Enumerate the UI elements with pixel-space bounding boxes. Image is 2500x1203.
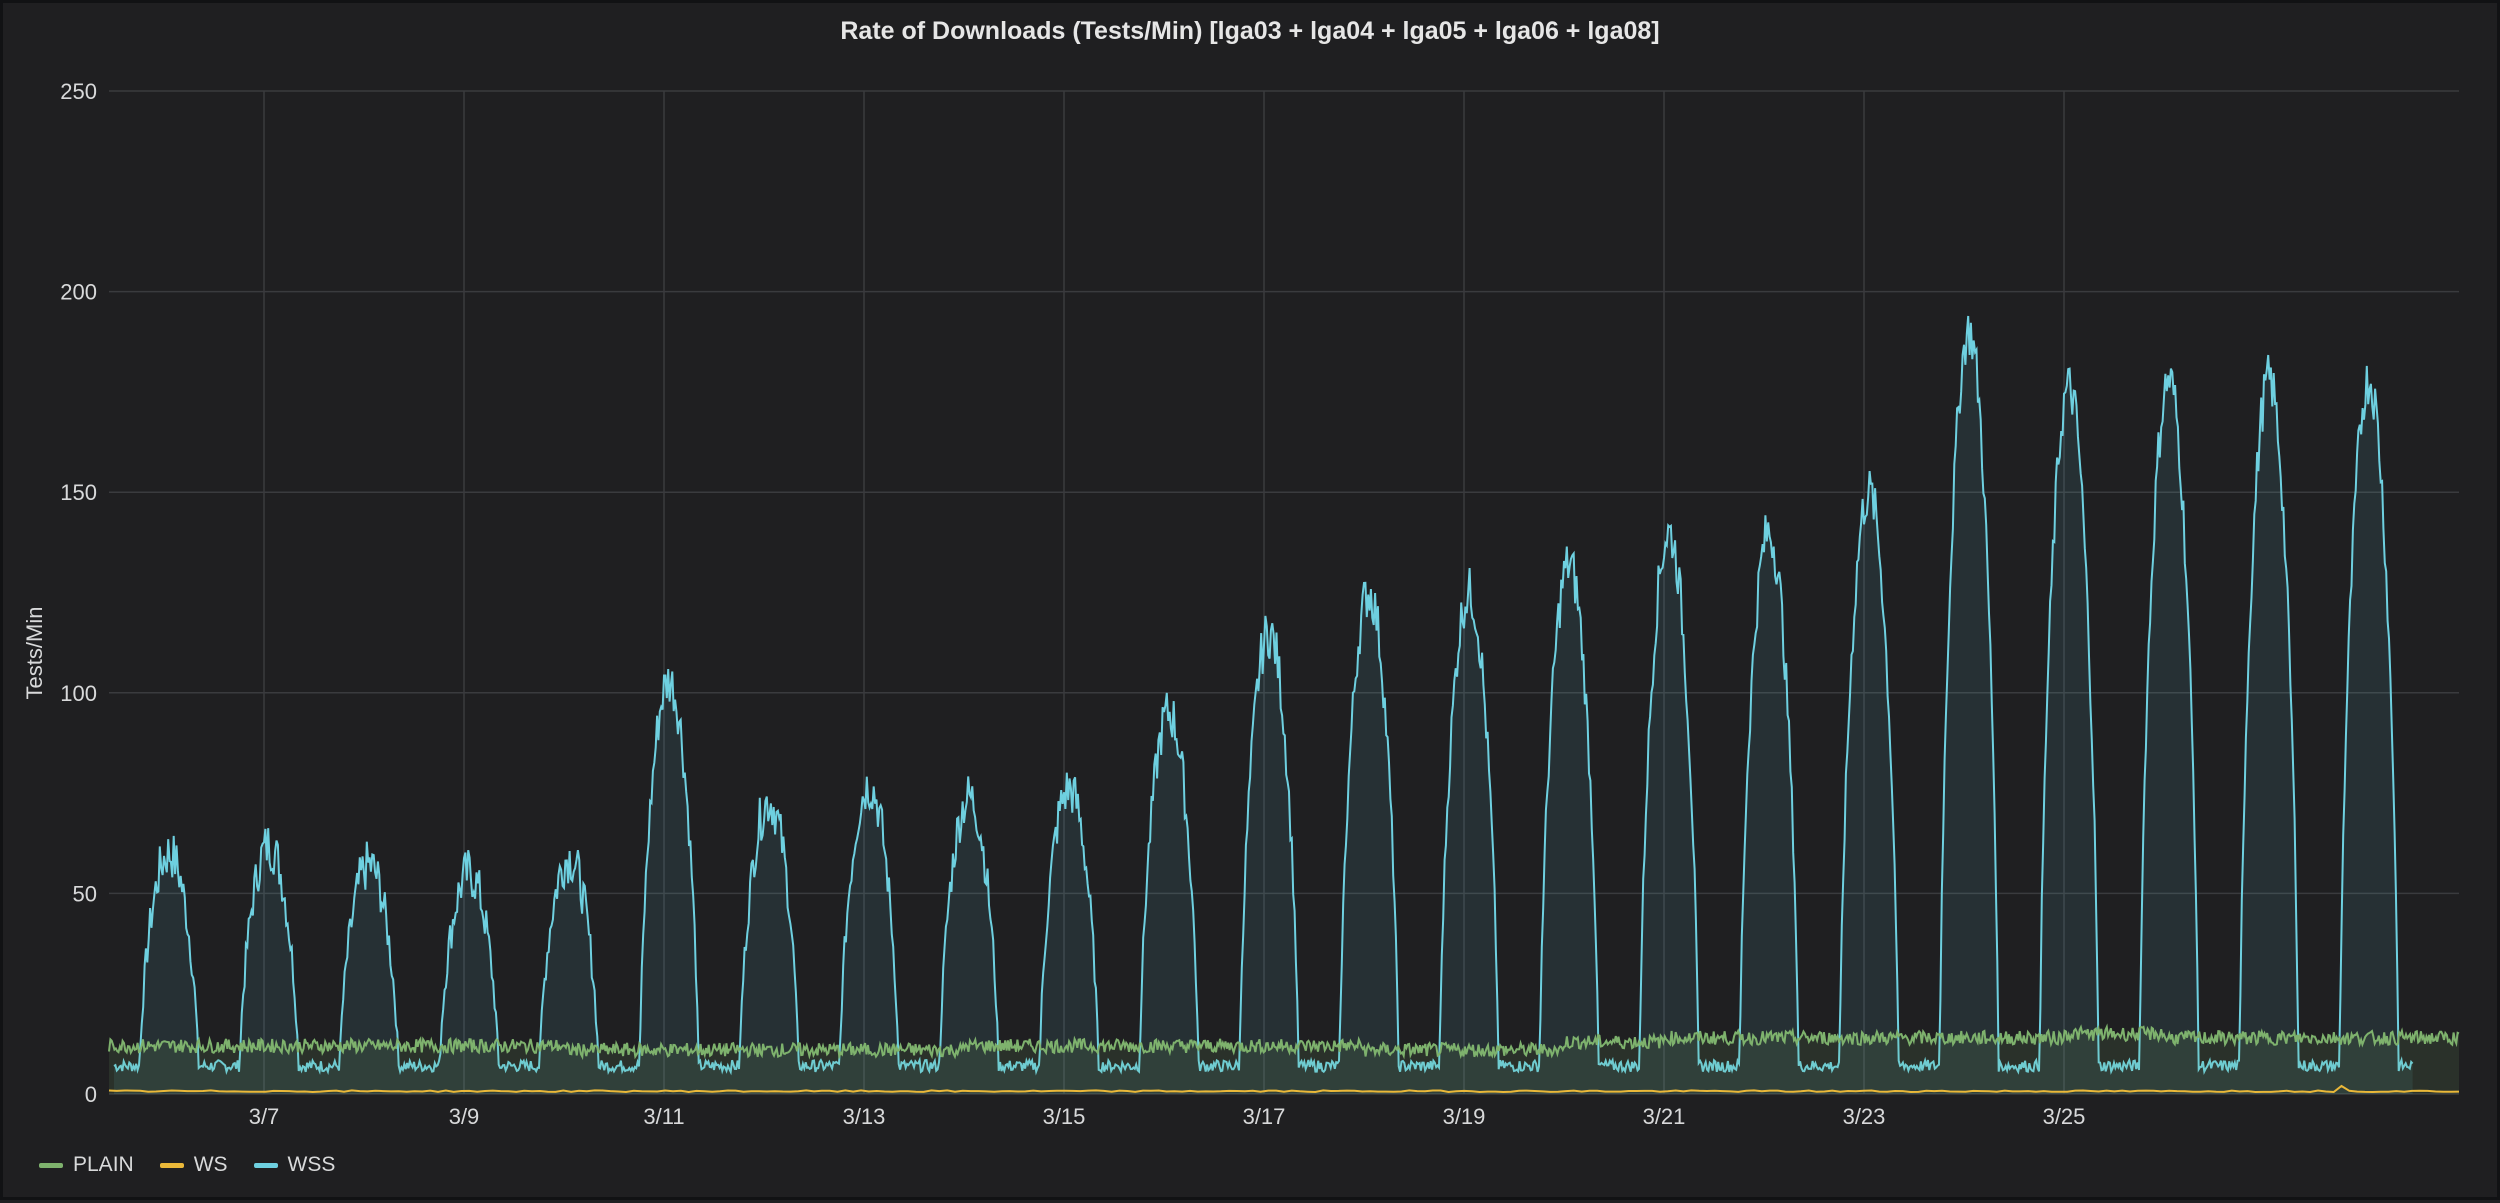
x-tick-label: 3/11	[643, 1104, 684, 1129]
legend-item-plain[interactable]: PLAIN	[39, 1153, 134, 1177]
legend-swatch	[39, 1162, 63, 1168]
chart-title: Rate of Downloads (Tests/Min) [lga03 + l…	[840, 17, 1660, 45]
series-wss-line	[113, 315, 2414, 1076]
x-tick-label: 3/19	[1443, 1104, 1486, 1129]
series-wss-area	[114, 316, 2413, 1094]
legend-item-ws[interactable]: WS	[159, 1153, 228, 1177]
x-tick-label: 3/25	[2043, 1104, 2086, 1129]
series-ws-line	[108, 1084, 2460, 1094]
x-tick-label: 3/13	[843, 1104, 886, 1129]
legend-label: PLAIN	[73, 1153, 134, 1176]
legend-item-wss[interactable]: WSS	[253, 1153, 336, 1177]
x-tick-label: 3/17	[1243, 1104, 1286, 1129]
y-tick-label: 250	[60, 79, 97, 104]
legend: PLAIN WS WSS	[39, 1153, 335, 1177]
series-plain-line	[108, 1023, 2460, 1061]
x-tick-label: 3/23	[1843, 1104, 1886, 1129]
y-tick-label: 200	[60, 280, 97, 305]
y-tick-label: 100	[60, 681, 97, 706]
y-tick-label: 50	[73, 881, 97, 906]
x-tick-label: 3/21	[1643, 1104, 1686, 1129]
x-tick-label: 3/7	[249, 1104, 280, 1129]
chart-plot[interactable]: 0 50 100 150 200 250 3/7 3/9 3/11 3/13 3/15 3/17 3/1…	[3, 3, 2500, 1203]
legend-swatch	[159, 1162, 184, 1168]
y-tick-label: 150	[60, 480, 97, 505]
y-tick-label: 0	[85, 1082, 97, 1107]
x-tick-label: 3/9	[449, 1104, 480, 1129]
x-tick-label: 3/15	[1043, 1104, 1086, 1129]
legend-label: WS	[193, 1153, 228, 1176]
legend-swatch	[253, 1162, 278, 1168]
legend-label: WSS	[287, 1153, 336, 1176]
